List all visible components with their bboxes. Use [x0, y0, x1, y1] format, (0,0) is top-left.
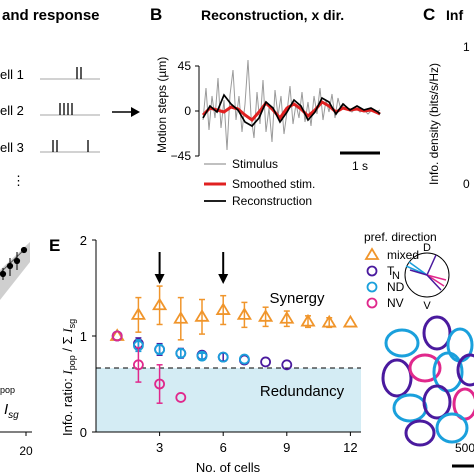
point-mixed	[236, 307, 252, 320]
redundancy-label: Redundancy	[260, 383, 345, 400]
cells-ellipsis: ⋮	[12, 173, 25, 188]
panel-b-ytick-m45: −45	[171, 149, 192, 163]
legend-mixed-marker	[364, 247, 380, 260]
y-tick-label: 0	[80, 425, 87, 440]
compass-v: V	[423, 300, 431, 312]
panel-e-arrows	[154, 252, 229, 284]
panel-c: C Inf Info. density (bits/s/Hz) 1 0	[423, 5, 470, 191]
synergy-label: Synergy	[269, 290, 325, 307]
point-t	[281, 359, 293, 371]
reconstruction-trace	[202, 93, 381, 128]
point-mixed	[321, 314, 337, 328]
panel-a: and response ell 1 ell 2 ell 3 ⋮	[0, 7, 140, 188]
point-nv	[111, 330, 123, 342]
smoothed-stimulus-trace	[201, 100, 381, 123]
panel-f-legend: mixed T ND NV	[364, 247, 419, 310]
legend-t-marker	[366, 265, 378, 277]
point-nd	[238, 353, 250, 365]
cell-1-label: ell 1	[0, 67, 24, 82]
legend-nd-marker	[366, 281, 378, 293]
panel-b-legend: Stimulus Smoothed stim. Reconstruction	[204, 157, 315, 208]
cell-2-label: ell 2	[0, 103, 24, 118]
point-mixed	[279, 310, 295, 324]
legend-t-label: T	[387, 264, 395, 278]
point-mixed	[152, 297, 168, 311]
legend-nv-label: NV	[387, 296, 404, 310]
spike-trains	[40, 67, 100, 153]
point-mixed	[215, 302, 231, 315]
panel-f: pref. direction mixed T ND NV D N V	[364, 230, 474, 468]
cell-3-label: ell 3	[0, 140, 24, 155]
spatial-scalebar-label: 500	[455, 441, 474, 455]
point-t	[260, 356, 272, 368]
panel-d-sub-isg: Isg	[4, 401, 19, 421]
arrow-to-b	[112, 107, 140, 117]
point-mixed	[258, 309, 274, 322]
panel-d-sub-pop: pop	[0, 385, 15, 395]
point-nv	[175, 392, 187, 403]
panel-d-points	[0, 246, 28, 280]
panel-a-title: and response	[2, 7, 100, 24]
panel-b-ylabel: Motion steps (µm)	[155, 57, 169, 153]
point-nd	[154, 344, 166, 355]
legend-mixed-label: mixed	[387, 248, 419, 262]
panel-e-letter: E	[49, 236, 60, 255]
compass-d: D	[423, 242, 431, 254]
point-mixed	[173, 310, 189, 324]
panel-b-letter: B	[150, 5, 162, 24]
point-nv	[154, 378, 166, 390]
panel-c-letter: C	[423, 5, 435, 24]
legend-nv-marker	[366, 297, 378, 309]
legend-nd-label: ND	[387, 280, 405, 294]
receptive-field-ellipses	[381, 315, 474, 447]
legend-smoothed: Smoothed stim.	[232, 177, 315, 191]
highlight-arrowhead	[218, 274, 229, 284]
compass-n: N	[392, 270, 400, 282]
panel-d: pop Isg 20	[0, 242, 33, 458]
point-mixed	[300, 313, 316, 327]
direction-compass: D N V	[392, 242, 450, 312]
panel-b: B Reconstruction, x dir. Motion steps (µ…	[150, 5, 381, 208]
panel-e-ylabel: Info. ratio: Ipop / Σ Isg	[60, 319, 77, 436]
x-tick-label: 3	[156, 440, 163, 455]
panel-b-ytick-0: 0	[184, 104, 191, 118]
point-nv	[132, 359, 144, 371]
panel-b-ytick-45: 45	[178, 59, 192, 73]
point-nd	[196, 350, 208, 362]
panel-e-xlabel: No. of cells	[196, 460, 261, 474]
point-nd	[175, 347, 187, 359]
panel-e-marks	[109, 285, 358, 404]
point-nd	[217, 351, 229, 363]
time-scalebar-label: 1 s	[352, 159, 368, 173]
panel-c-title: Inf	[446, 7, 463, 23]
panel-b-title: Reconstruction, x dir.	[201, 7, 344, 23]
y-tick-label: 1	[80, 329, 87, 344]
panel-f-legend-title: pref. direction	[364, 230, 437, 244]
legend-reconstruction: Reconstruction	[232, 194, 312, 208]
panel-c-ylabel: Info. density (bits/s/Hz)	[427, 63, 441, 185]
panel-d-shaded-band	[0, 242, 30, 300]
panel-d-xtick-20: 20	[19, 444, 33, 458]
panel-c-ytick-1: 1	[463, 40, 470, 54]
point-mixed	[130, 307, 146, 320]
x-tick-label: 12	[343, 440, 357, 455]
x-tick-label: 9	[283, 440, 290, 455]
point-mixed	[194, 309, 210, 322]
legend-stimulus: Stimulus	[232, 157, 278, 171]
redundancy-region	[96, 368, 361, 432]
point-mixed	[342, 314, 358, 328]
y-tick-label: 2	[80, 233, 87, 248]
panel-c-ytick-0: 0	[463, 177, 470, 191]
highlight-arrowhead	[154, 274, 165, 284]
x-tick-label: 6	[220, 440, 227, 455]
